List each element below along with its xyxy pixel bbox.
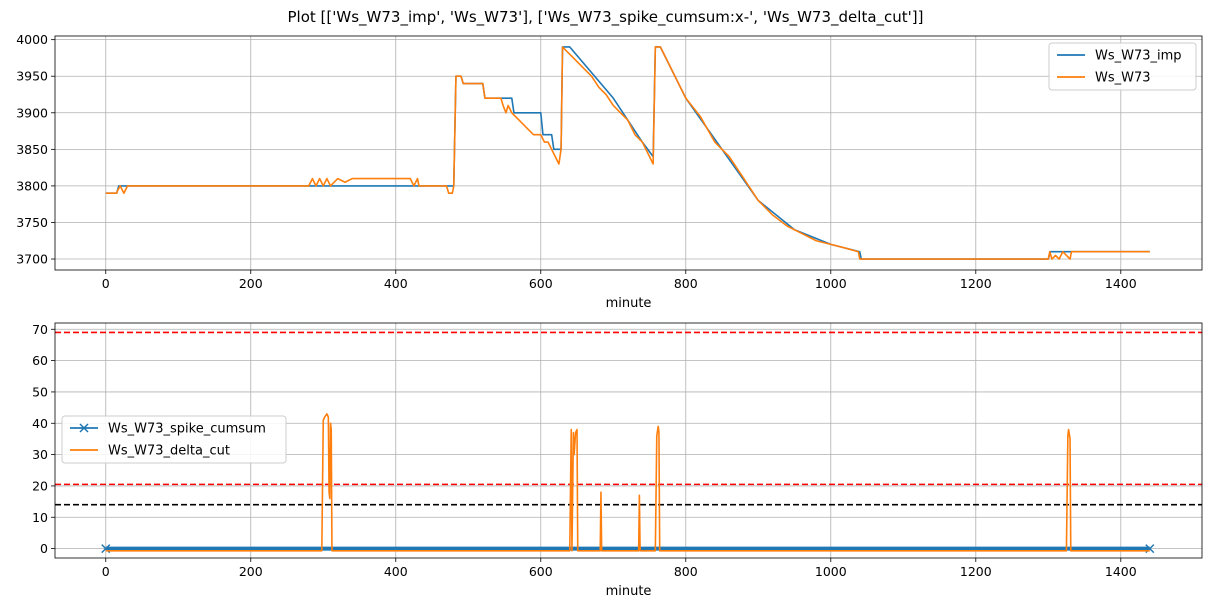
series-line-1 bbox=[105, 46, 1150, 260]
legend-label-1: Ws_W73 bbox=[1095, 71, 1151, 86]
legend-box-1 bbox=[1048, 42, 1197, 91]
subplot-1: 0 200 400 600 800 1000 1200 1400 3700 3750 3800 385… bbox=[16, 32, 1203, 311]
legend-box-2 bbox=[61, 415, 287, 464]
figure-title: Plot [['Ws_W73_imp', 'Ws_W73'], ['Ws_W73… bbox=[288, 8, 924, 27]
x-tick-label-1: 200 bbox=[239, 564, 263, 579]
x-tick-label-6: 1200 bbox=[960, 276, 992, 291]
y-tick-label-3: 30 bbox=[32, 447, 48, 462]
x-tick-label-7: 1400 bbox=[1105, 564, 1137, 579]
series-line-1 bbox=[105, 413, 1150, 552]
x-tick-label-6: 1200 bbox=[960, 564, 992, 579]
x-tick-label-0: 0 bbox=[102, 276, 110, 291]
y-tick-label-5: 3950 bbox=[16, 69, 48, 84]
legend-label-1: Ws_W73_delta_cut bbox=[108, 444, 230, 459]
plot-area-1 bbox=[105, 46, 1150, 260]
x-tick-label-7: 1400 bbox=[1105, 276, 1137, 291]
y-tick-label-2: 3800 bbox=[16, 178, 48, 193]
x-tick-label-1: 200 bbox=[239, 276, 263, 291]
x-tick-label-5: 1000 bbox=[815, 564, 847, 579]
axes-frame-1 bbox=[54, 35, 1203, 271]
y-tick-label-2: 20 bbox=[32, 478, 48, 493]
legend-label-0: Ws_W73_spike_cumsum bbox=[108, 422, 266, 437]
x-tick-label-2: 400 bbox=[384, 276, 408, 291]
x-tick-label-2: 400 bbox=[384, 564, 408, 579]
y-tick-label-0: 0 bbox=[40, 541, 48, 556]
series-line-0 bbox=[105, 46, 1150, 260]
y-tick-label-1: 3750 bbox=[16, 215, 48, 230]
x-tick-label-0: 0 bbox=[102, 564, 110, 579]
y-tick-label-3: 3850 bbox=[16, 142, 48, 157]
x-tick-label-3: 600 bbox=[529, 564, 553, 579]
y-tick-label-5: 50 bbox=[32, 384, 48, 399]
x-tick-label-4: 800 bbox=[674, 564, 698, 579]
y-tick-label-4: 40 bbox=[32, 416, 48, 431]
x-axis-label-2: minute bbox=[606, 584, 652, 599]
legend-1: Ws_W73_imp Ws_W73 bbox=[1048, 42, 1197, 91]
legend-label-0: Ws_W73_imp bbox=[1095, 49, 1182, 64]
x-tick-label-5: 1000 bbox=[815, 276, 847, 291]
x-axis-label-1: minute bbox=[606, 296, 652, 311]
legend-2: Ws_W73_spike_cumsum Ws_W73_delta_cut bbox=[61, 415, 287, 464]
y-tick-label-6: 60 bbox=[32, 353, 48, 368]
x-tick-label-3: 600 bbox=[529, 276, 553, 291]
y-tick-label-0: 3700 bbox=[16, 252, 48, 267]
y-tick-label-4: 3900 bbox=[16, 105, 48, 120]
y-tick-label-7: 70 bbox=[32, 322, 48, 337]
y-tick-label-6: 4000 bbox=[16, 32, 48, 47]
x-tick-label-4: 800 bbox=[674, 276, 698, 291]
axes-frame-2 bbox=[54, 322, 1203, 559]
subplot-2: 0 200 400 600 800 1000 1200 1400 0 10 20 30 40 50 60 70… bbox=[32, 322, 1203, 599]
plot-area-2 bbox=[55, 331, 1202, 554]
y-tick-label-1: 10 bbox=[32, 510, 48, 525]
legend-marker-0 bbox=[79, 423, 89, 433]
